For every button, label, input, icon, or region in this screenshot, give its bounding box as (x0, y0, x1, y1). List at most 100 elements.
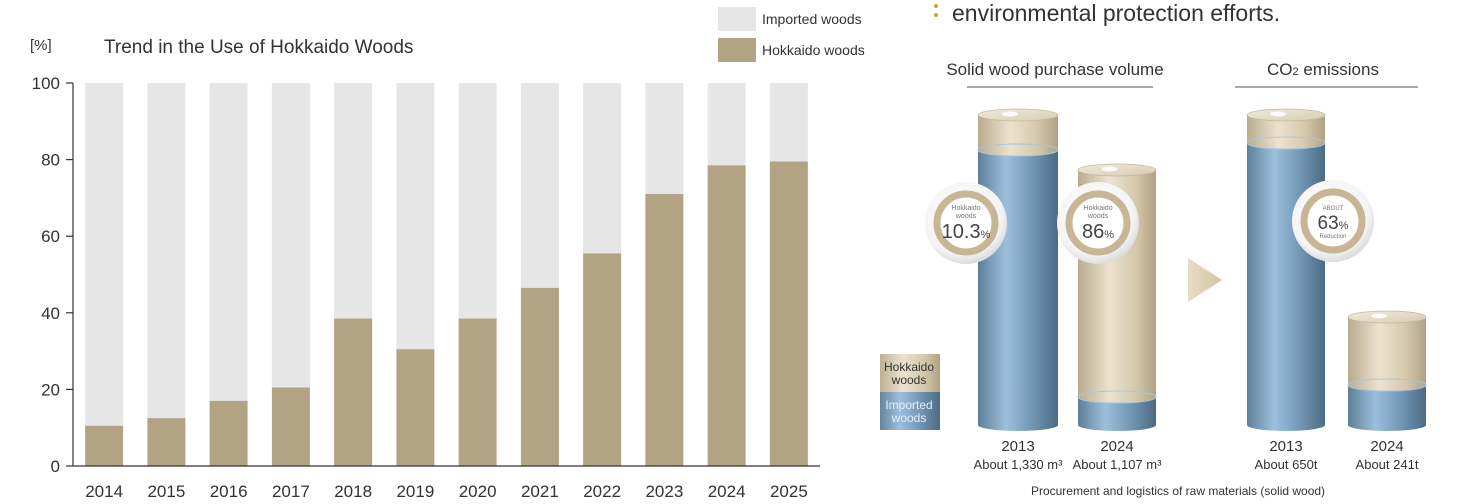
x-tick-label: 2022 (583, 482, 621, 501)
bar-amount-label: About 650t (1255, 457, 1318, 472)
badge-label: woods (1087, 213, 1109, 220)
segment-boundary (1246, 136, 1326, 150)
bar-imported-2023 (645, 83, 684, 195)
hokkaido-segment (1247, 115, 1325, 149)
infographic-content: Solid wood purchase volume CO2 emissions H… (880, 60, 1427, 498)
bar-imported-2015 (147, 83, 186, 419)
badge-ring (1300, 188, 1366, 254)
legend-swatch-hokkaido (880, 354, 940, 392)
bar-imported-2025 (769, 83, 808, 162)
legend-swatch-imported (880, 392, 940, 430)
infographic-caption: Procurement and logistics of raw materia… (1031, 484, 1325, 498)
badge-inner (941, 198, 991, 248)
x-tick-label: 2025 (770, 482, 808, 501)
legend-swatch (718, 38, 756, 62)
x-tick-label: 2014 (85, 482, 123, 501)
y-tick-label: 80 (41, 151, 60, 170)
legend-label: Imported (885, 398, 932, 412)
arrow-icon (1188, 258, 1222, 302)
legend-label: woods (891, 411, 927, 425)
bar-year-label: 2024 (1370, 438, 1403, 455)
y-tick-label: 40 (41, 304, 60, 323)
x-tick-label: 2023 (645, 482, 683, 501)
x-tick-label: 2016 (210, 482, 248, 501)
bar-hokkaido-2015 (147, 418, 186, 466)
cylinder-top (1347, 310, 1427, 324)
bar-amount-label: About 1,107 m³ (1073, 457, 1163, 472)
bar-hokkaido-2025 (769, 161, 808, 466)
cylinder-co2-2013 (1246, 108, 1326, 431)
bar-hokkaido-2017 (271, 387, 310, 466)
bars-group (85, 83, 808, 466)
bar-hokkaido-2024 (707, 165, 746, 466)
x-tick-label: 2021 (521, 482, 559, 501)
badge-label: Reduction (1319, 234, 1346, 240)
group-heading: Solid wood purchase volume (946, 60, 1163, 79)
bar-amount-label: About 1,330 m³ (974, 457, 1064, 472)
bar-imported-2016 (209, 83, 248, 401)
cylinder-top (1246, 108, 1326, 122)
x-tick-label: 2015 (147, 482, 185, 501)
imported-segment (1078, 397, 1156, 431)
bar-hokkaido-2021 (520, 287, 559, 466)
bar-imported-2022 (583, 83, 622, 254)
bar-hokkaido-2018 (334, 318, 373, 466)
segment-boundary (1077, 390, 1157, 404)
y-tick-label: 60 (41, 227, 60, 246)
bar-imported-2019 (396, 83, 435, 350)
x-tick-label: 2019 (396, 482, 434, 501)
legend-swatch (718, 7, 756, 31)
bar-hokkaido-2022 (583, 253, 622, 466)
procurement-infographic: Solid wood purchase volume CO2 emissions H… (880, 60, 1427, 498)
bar-year-label: 2013 (1269, 438, 1302, 455)
hokkaido-segment (978, 115, 1058, 156)
hokkaido-woods-trend-chart: 2014 2015 2016 2017 2018 2019 2020 2021 2022 2023… (30, 7, 865, 501)
segment-boundary (1347, 378, 1427, 392)
bar-hokkaido-2019 (396, 349, 435, 466)
bar-hokkaido-2016 (209, 400, 248, 466)
cylinder-top-hole (1371, 313, 1388, 319)
badge-label: Hokkaido (951, 205, 980, 212)
badge-label: ABOUT (1323, 206, 1344, 212)
bullet-dots (934, 4, 940, 22)
y-axis-unit: [%] (30, 37, 52, 54)
bar-hokkaido-2014 (85, 425, 124, 466)
text-group: 2014 2015 2016 2017 2018 2019 2020 2021 2022 2023… (30, 7, 865, 501)
cylinder-top-hole (1101, 166, 1118, 172)
bar-imported-2024 (707, 83, 746, 166)
bar-hokkaido-2020 (458, 318, 497, 466)
bar-year-label: 2013 (1001, 438, 1034, 455)
x-tick-label: 2020 (459, 482, 497, 501)
badge-label: woods (955, 213, 977, 220)
y-tick-label: 0 (51, 457, 60, 476)
cylinder-top (1077, 163, 1157, 177)
bar-amount-label: About 241t (1356, 457, 1419, 472)
legend-label: Hokkaido (884, 360, 934, 374)
bar-imported-2020 (458, 83, 497, 319)
imported-segment (1348, 385, 1426, 431)
bar-year-label: 2024 (1100, 438, 1133, 455)
bar-hokkaido-2023 (645, 194, 684, 466)
cylinder-purchase-2013 (977, 108, 1059, 431)
legend-label: Imported woods (762, 11, 862, 27)
cylinder-top-hole (1270, 111, 1287, 117)
badge-value: 10.3% (942, 221, 991, 243)
y-tick-label: 100 (32, 74, 60, 93)
group-heading: CO2 emissions (1267, 60, 1379, 79)
hokkaido-segment (1348, 317, 1426, 391)
legend-label: Hokkaido woods (762, 42, 865, 58)
bar-imported-2021 (520, 83, 559, 288)
badge-label: Hokkaido (1083, 205, 1112, 212)
x-tick-label: 2024 (708, 482, 746, 501)
x-tick-label: 2017 (272, 482, 310, 501)
chart-title: Trend in the Use of Hokkaido Woods (104, 37, 413, 58)
axes-group (66, 82, 820, 467)
y-tick-label: 20 (41, 380, 60, 399)
segment-boundary (977, 143, 1059, 157)
cylinder-top-hole (1002, 111, 1018, 117)
badge-inner (1308, 196, 1358, 246)
